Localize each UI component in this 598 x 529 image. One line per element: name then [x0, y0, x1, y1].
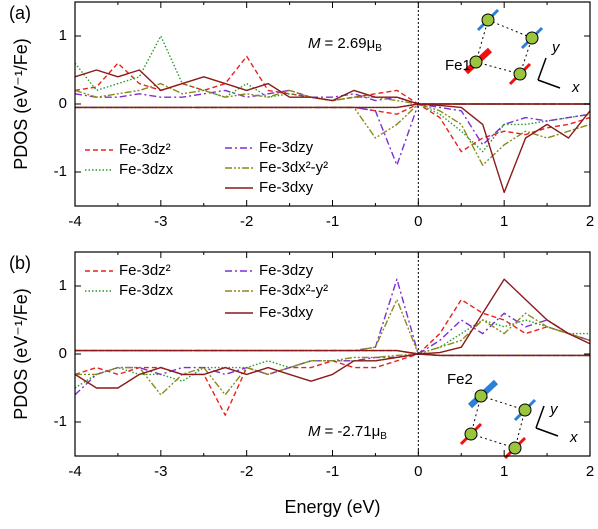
y-tick-label: -1 — [54, 163, 67, 180]
moment-symbol: M — [308, 423, 321, 440]
pdos-curve — [75, 298, 591, 355]
x-tick-label: 0 — [414, 463, 422, 480]
axis-y-label: y — [551, 39, 561, 56]
axis-x-label: x — [571, 79, 580, 96]
y-tick-label: -1 — [54, 413, 67, 430]
atom-label: Fe2 — [447, 371, 473, 388]
x-tick-label: 2 — [586, 213, 594, 230]
x-tick-label: -1 — [326, 463, 339, 480]
legend-label: Fe-3dz² — [119, 141, 171, 158]
legend-label: Fe-3dzy — [259, 262, 314, 279]
x-tick-label: -3 — [154, 213, 167, 230]
x-tick-label: 0 — [414, 213, 422, 230]
panel-label: (b) — [9, 253, 31, 273]
atom — [481, 13, 495, 27]
y-tick-label: 1 — [59, 27, 67, 44]
pdos-curve — [74, 353, 590, 389]
lattice — [470, 395, 526, 449]
atom — [513, 67, 527, 81]
inset-b — [459, 379, 559, 460]
pdos-curve — [75, 278, 591, 355]
atom — [508, 441, 522, 455]
magnetic-moment: M = 2.69μB — [308, 35, 382, 54]
x-tick-label: -1 — [326, 213, 339, 230]
axis-x-label: x — [569, 429, 578, 446]
atom — [474, 389, 488, 403]
moment-value: = -2.71μ — [325, 423, 381, 440]
y-tick-label: 0 — [59, 345, 67, 362]
legend-label: Fe-3dxy — [259, 179, 314, 196]
legend-label: Fe-3dxy — [259, 304, 314, 321]
atom-label: Fe1 — [445, 57, 471, 74]
legend-label: Fe-3dz² — [119, 262, 171, 279]
moment-unit: B — [380, 431, 387, 442]
x-tick-label: -2 — [240, 463, 253, 480]
x-tick-label: 1 — [500, 213, 508, 230]
atom — [525, 31, 539, 45]
pdos-curve — [75, 103, 591, 194]
pdos-curve — [75, 298, 591, 355]
axis-arrows — [537, 57, 561, 89]
pdos-curve — [74, 69, 590, 105]
x-tick-label: -4 — [68, 463, 81, 480]
y-tick-label: 0 — [59, 95, 67, 112]
moment-value: = 2.69μ — [325, 35, 376, 52]
moment-symbol: M — [308, 35, 321, 52]
legend-label: Fe-3dx²-y² — [259, 282, 328, 299]
panel-label: (a) — [9, 3, 31, 23]
x-axis-label: Energy (eV) — [284, 497, 380, 517]
inset-a — [463, 8, 561, 89]
axis-arrows — [535, 405, 559, 437]
legend-label: Fe-3dx²-y² — [259, 159, 328, 176]
y-tick-label: 1 — [59, 277, 67, 294]
x-tick-label: 2 — [586, 463, 594, 480]
legend-label: Fe-3dzx — [119, 282, 174, 299]
axis-y-label: y — [549, 401, 559, 418]
x-tick-label: -3 — [154, 463, 167, 480]
legend-label: Fe-3dzy — [259, 139, 314, 156]
moment-unit: B — [375, 43, 382, 54]
pdos-curve — [75, 103, 591, 153]
atom — [464, 427, 478, 441]
pdos-curve — [74, 89, 590, 105]
x-tick-label: 1 — [500, 463, 508, 480]
y-axis-label: PDOS (eV⁻¹/Fe) — [11, 38, 31, 170]
atom — [518, 403, 532, 417]
magnetic-moment: M = -2.71μB — [308, 423, 387, 442]
x-tick-label: -2 — [240, 213, 253, 230]
legend-label: Fe-3dzx — [119, 161, 174, 178]
y-axis-label: PDOS (eV⁻¹/Fe) — [11, 288, 31, 420]
atom — [469, 55, 483, 69]
x-tick-label: -4 — [68, 213, 81, 230]
